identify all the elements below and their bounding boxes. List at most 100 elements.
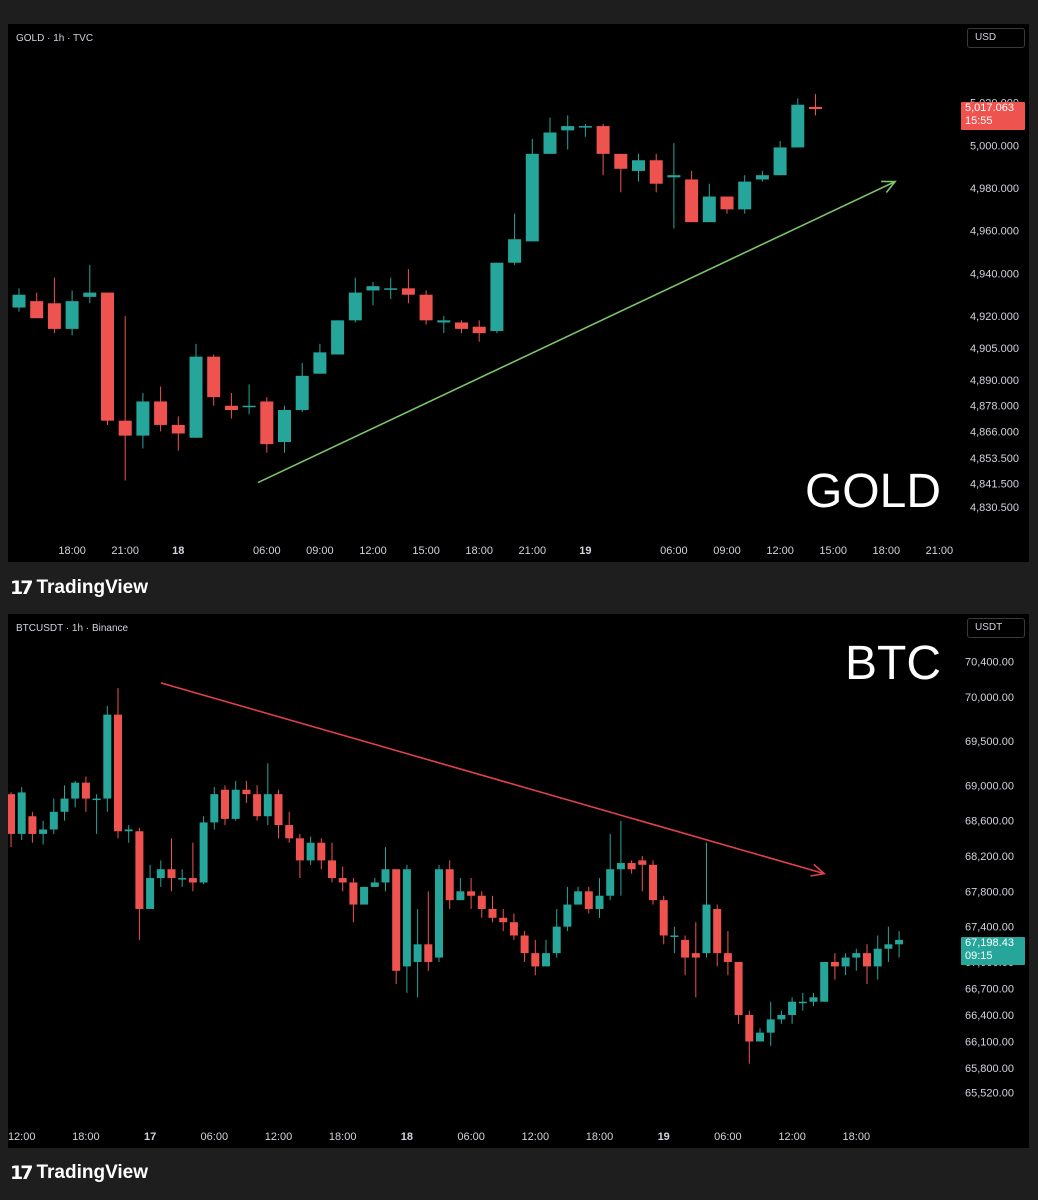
btc-x-tick: 18 [401,1131,413,1143]
btc-candle [820,961,829,1002]
gold-candle [12,288,26,312]
btc-candle-body [841,957,850,967]
btc-candlestick-chart[interactable]: 70,400.00 70,000.00 69,500.00 69,000.00 68,6… [8,614,1029,1148]
btc-candle-body [81,782,90,799]
gold-candle [525,138,539,242]
gold-x-tick: 12:00 [766,545,794,557]
btc-candle [60,785,69,821]
btc-candle-body [895,939,904,945]
btc-candle [360,886,369,905]
tradingview-logo[interactable]: 17 TradingView [10,577,148,599]
btc-candle [114,688,122,839]
btc-candle [531,939,540,976]
btc-candle-body [253,794,262,817]
btc-candle-body [509,922,518,936]
btc-candle-body [552,926,561,954]
btc-candle [873,935,882,980]
btc-candle [49,798,58,834]
btc-candle-body [606,869,615,896]
btc-candle-body [788,1001,797,1015]
gold-chart-panel[interactable]: GOLD · 1h · TVC USD GOLD 5,020.0005,000.… [8,24,1029,562]
btc-candle-body [863,953,871,967]
btc-chart-panel[interactable]: BTCUSDT · 1h · Binance USDT BTC 70,400.0… [8,614,1029,1148]
tradingview-logo[interactable]: 17 TradingView [10,1162,149,1184]
btc-symbol-label[interactable]: BTCUSDT · 1h · Binance [16,623,129,634]
gold-candle-body [136,401,150,436]
btc-candle-body [360,886,369,905]
btc-candle [392,869,401,985]
btc-candle-body [221,789,229,819]
btc-candle [798,992,807,1011]
btc-candle [809,992,818,1007]
btc-candle [702,842,711,958]
btc-candle [552,908,561,958]
btc-candle-body [114,714,122,832]
gold-candle-body [47,303,61,329]
btc-candle-body [691,953,700,958]
gold-candle-body [207,356,221,398]
gold-candlestick-chart[interactable]: 5,020.0005,000.0004,980.0004,960.0004,94… [8,24,1029,562]
gold-y-tick: 4,841.500 [970,479,1019,491]
btc-candle [39,820,48,845]
gold-countdown: 15:55 [965,114,993,127]
gold-candle [738,175,752,214]
btc-y-tick: 69,500.00 [965,736,1014,748]
btc-candle-body [542,953,550,967]
gold-candle-body [65,301,79,329]
gold-y-tick: 4,905.000 [970,343,1019,355]
gold-x-tick: 15:00 [819,545,847,557]
gold-candle [101,292,114,425]
btc-candle-body [178,878,187,880]
gold-candle-body [313,352,327,374]
gold-x-tick: 18 [172,545,184,557]
btc-candle-body [584,891,593,909]
gold-candle-body [83,292,97,297]
btc-y-tick: 68,600.00 [965,816,1014,828]
tradingview-logo-icon: 17 [10,1162,34,1184]
gold-candle-body [667,175,681,178]
btc-x-tick: 18:00 [843,1131,871,1143]
btc-candle [638,855,647,892]
btc-candle-body [71,782,80,799]
gold-candle [490,262,504,334]
gold-candle [472,320,486,342]
gold-x-tick: 15:00 [412,545,440,557]
btc-candle [424,891,433,971]
btc-x-tick: 19 [658,1131,670,1143]
btc-x-tick: 18:00 [586,1131,614,1143]
gold-candle-body [366,286,380,291]
gold-candle-body [773,147,787,176]
gold-candle-body [578,126,592,128]
gold-candle-body [437,320,451,323]
gold-currency-button[interactable]: USD [967,28,1025,48]
btc-candle [467,878,476,909]
btc-candle [723,931,732,976]
btc-y-tick: 65,520.00 [965,1088,1014,1100]
btc-candle-body [852,953,861,958]
gold-candle-body [508,239,522,263]
btc-candle-body [681,939,690,958]
btc-candle [81,776,90,812]
btc-candle-body [274,794,283,826]
btc-candle-body [756,1032,764,1042]
gold-candle-body [809,106,822,110]
btc-candle-body [456,891,465,901]
btc-currency-button[interactable]: USDT [967,618,1025,638]
btc-candle-body [445,869,454,901]
btc-candle-body [884,944,893,949]
btc-candle-body [392,869,401,971]
btc-candle [788,997,797,1024]
btc-candle [124,825,133,843]
gold-candle [313,343,327,374]
btc-candle [606,833,615,901]
gold-x-tick: 18:00 [873,545,901,557]
gold-symbol-label[interactable]: GOLD · 1h · TVC [16,33,94,44]
tradingview-logo-text: TradingView [36,1162,149,1183]
btc-candle [71,780,80,808]
btc-x-tick: 12:00 [8,1131,35,1143]
btc-candle [574,886,583,905]
btc-candle-body [199,822,208,883]
btc-candle [595,878,604,918]
btc-candle [199,816,208,885]
gold-candle-body [702,196,716,223]
